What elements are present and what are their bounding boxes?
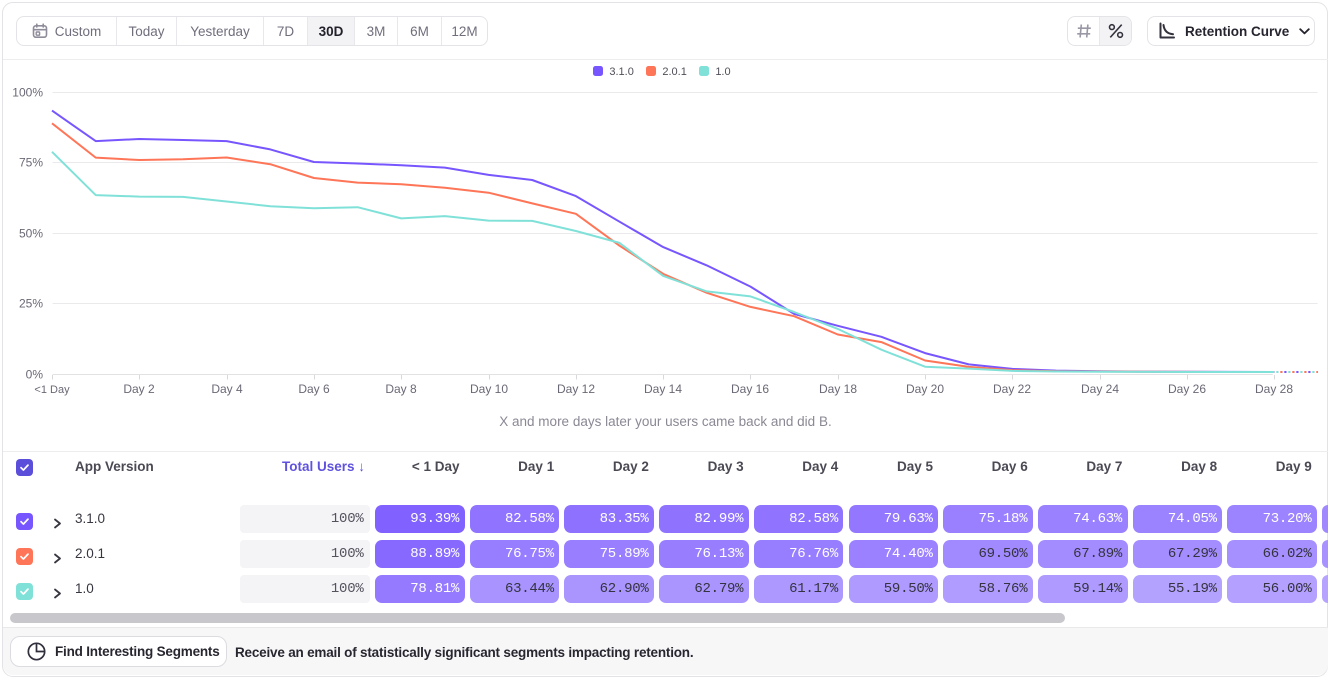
svg-text:50%: 50% [19, 227, 43, 241]
svg-text:Day 26: Day 26 [1168, 382, 1206, 396]
svg-text:Day 28: Day 28 [1255, 382, 1293, 396]
svg-text:Day 22: Day 22 [993, 382, 1031, 396]
svg-text:Day 16: Day 16 [731, 382, 769, 396]
svg-text:Day 24: Day 24 [1081, 382, 1119, 396]
svg-text:Day 2: Day 2 [123, 382, 155, 396]
svg-text:Day 4: Day 4 [211, 382, 243, 396]
svg-text:0%: 0% [26, 368, 44, 382]
svg-text:Day 8: Day 8 [385, 382, 417, 396]
svg-text:Day 18: Day 18 [819, 382, 857, 396]
svg-text:100%: 100% [12, 86, 43, 100]
svg-text:Day 12: Day 12 [557, 382, 595, 396]
svg-text:<1 Day: <1 Day [34, 384, 70, 396]
svg-text:25%: 25% [19, 297, 43, 311]
svg-text:Day 14: Day 14 [644, 382, 682, 396]
svg-text:75%: 75% [19, 156, 43, 170]
svg-text:Day 10: Day 10 [470, 382, 508, 396]
svg-text:Day 6: Day 6 [298, 382, 330, 396]
svg-text:Day 20: Day 20 [906, 382, 944, 396]
